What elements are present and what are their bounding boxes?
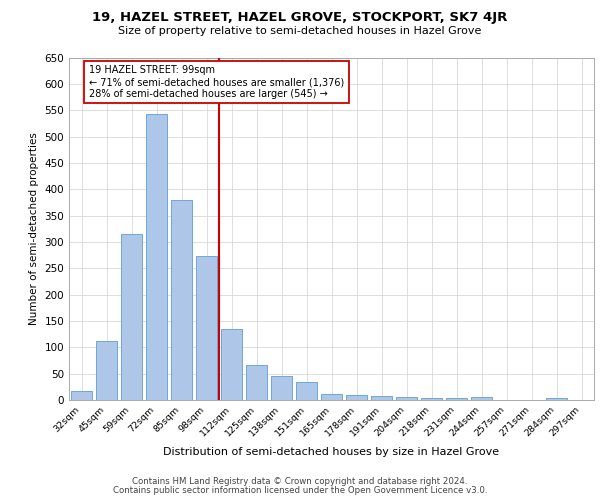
Bar	[96, 341, 117, 400]
Bar	[421, 398, 442, 400]
Bar	[546, 398, 567, 400]
Text: Contains HM Land Registry data © Crown copyright and database right 2024.: Contains HM Land Registry data © Crown c…	[132, 478, 468, 486]
Bar	[146, 114, 167, 400]
X-axis label: Distribution of semi-detached houses by size in Hazel Grove: Distribution of semi-detached houses by …	[163, 446, 500, 456]
Text: 19, HAZEL STREET, HAZEL GROVE, STOCKPORT, SK7 4JR: 19, HAZEL STREET, HAZEL GROVE, STOCKPORT…	[92, 11, 508, 24]
Bar	[471, 397, 492, 400]
Text: Contains public sector information licensed under the Open Government Licence v3: Contains public sector information licen…	[113, 486, 487, 495]
Bar	[446, 398, 467, 400]
Bar	[221, 329, 242, 400]
Bar	[246, 364, 267, 400]
Bar	[396, 398, 417, 400]
Bar	[171, 200, 192, 400]
Bar	[296, 382, 317, 400]
Bar	[196, 256, 217, 400]
Bar	[271, 376, 292, 400]
Text: Size of property relative to semi-detached houses in Hazel Grove: Size of property relative to semi-detach…	[118, 26, 482, 36]
Y-axis label: Number of semi-detached properties: Number of semi-detached properties	[29, 132, 39, 325]
Text: 19 HAZEL STREET: 99sqm
← 71% of semi-detached houses are smaller (1,376)
28% of : 19 HAZEL STREET: 99sqm ← 71% of semi-det…	[89, 66, 344, 98]
Bar	[371, 396, 392, 400]
Bar	[121, 234, 142, 400]
Bar	[321, 394, 342, 400]
Bar	[346, 394, 367, 400]
Bar	[71, 390, 92, 400]
